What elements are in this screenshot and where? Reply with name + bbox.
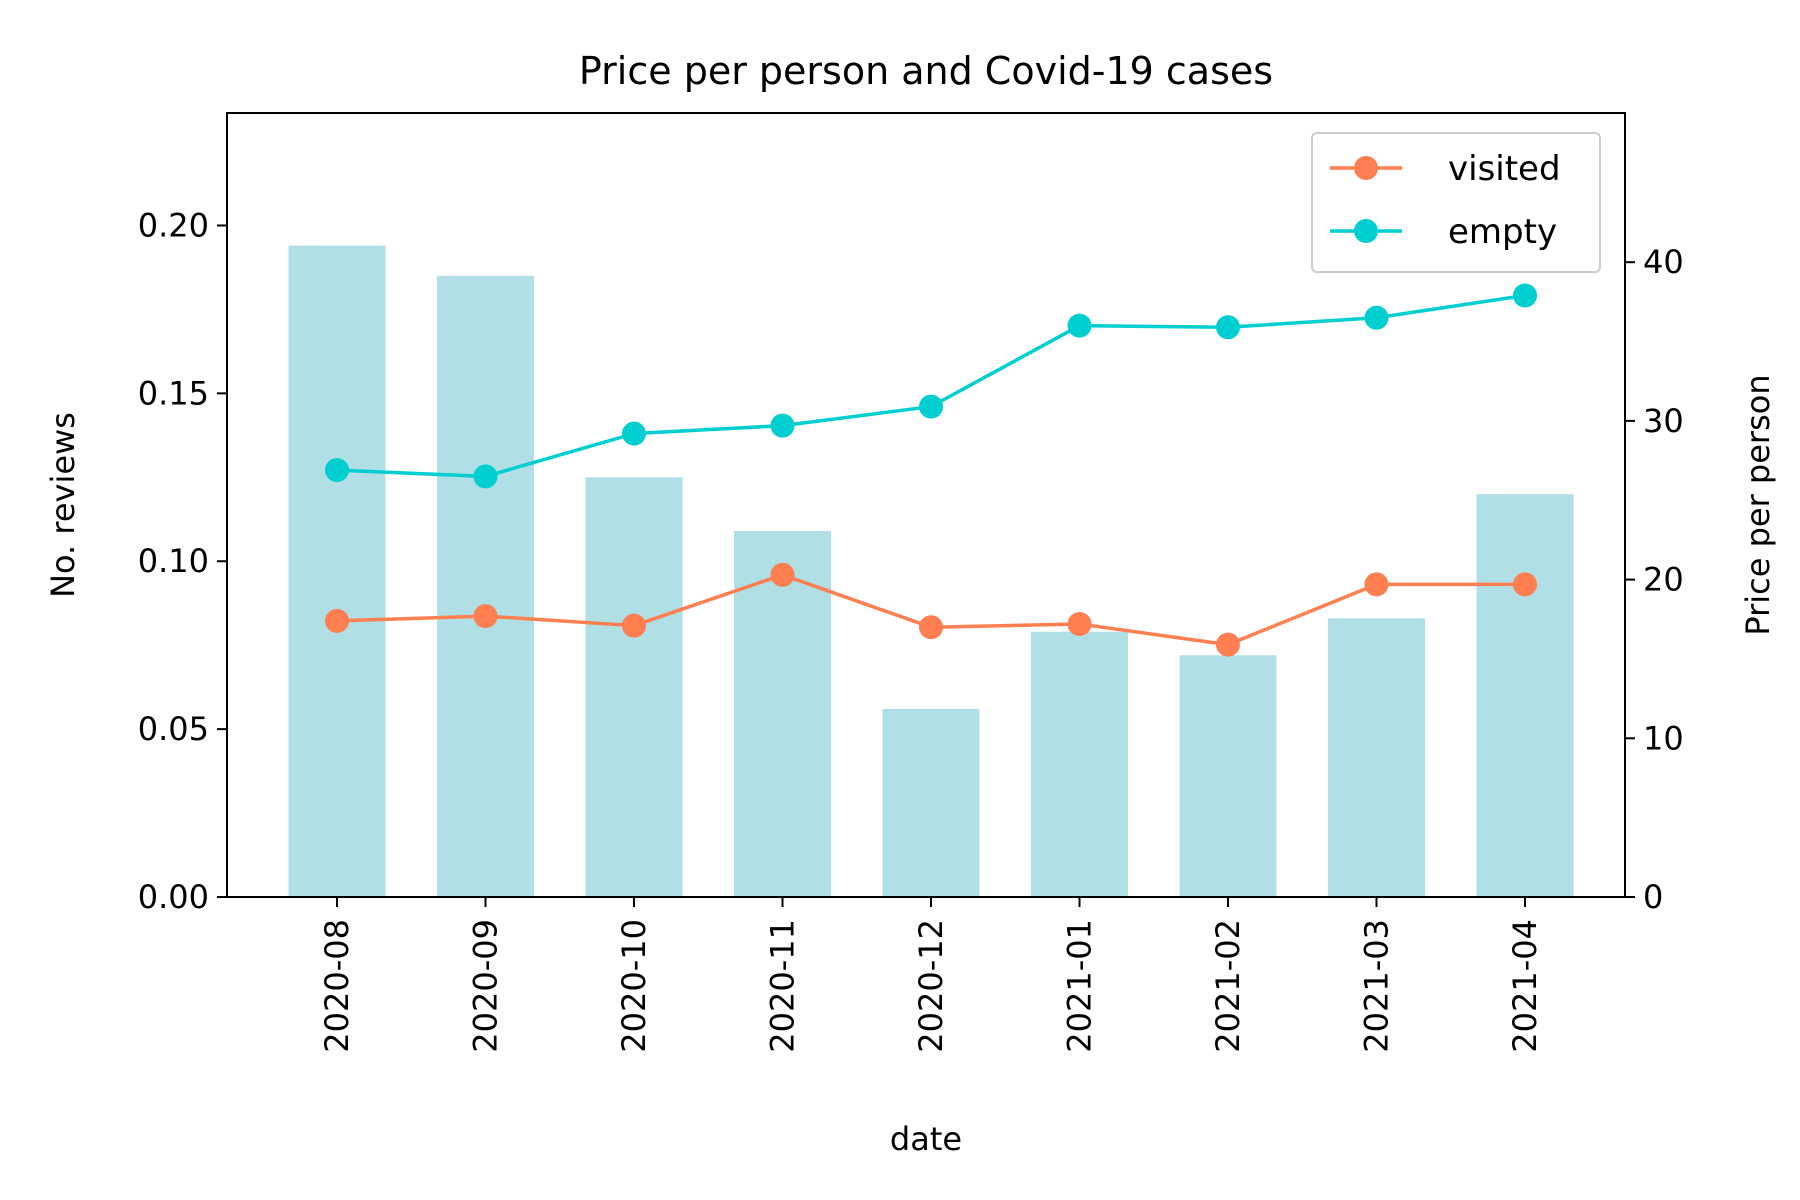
bar-2020-11 xyxy=(734,531,831,897)
x-tick-label: 2021-04 xyxy=(1506,919,1544,1053)
point-visited-2020-08 xyxy=(325,608,349,633)
bars-layer xyxy=(288,245,1574,898)
point-visited-2020-10 xyxy=(622,613,646,638)
y2-tick-label: 20 xyxy=(1643,561,1684,599)
point-empty-2020-11 xyxy=(770,413,795,438)
bar-2020-08 xyxy=(288,245,386,898)
point-visited-2021-03 xyxy=(1364,572,1389,597)
point-visited-2021-04 xyxy=(1513,572,1537,597)
y2-axis-label: Price per person xyxy=(1739,374,1777,635)
point-visited-2020-12 xyxy=(919,615,943,640)
point-empty-2021-04 xyxy=(1513,283,1537,308)
y2-tick-label: 40 xyxy=(1643,243,1684,281)
x-tick-label: 2021-01 xyxy=(1061,919,1099,1053)
plot-frame xyxy=(226,112,1626,898)
x-tick-label: 2021-03 xyxy=(1358,919,1396,1053)
point-empty-2020-08 xyxy=(325,458,349,483)
y-tick-label: 0.10 xyxy=(138,542,209,580)
y-tick-label: 0.05 xyxy=(138,710,209,748)
y-tick-label: 0.15 xyxy=(138,374,209,412)
y2-tick-label: 0 xyxy=(1643,878,1663,916)
bar-2021-02 xyxy=(1179,655,1277,897)
y-tick-label: 0.00 xyxy=(138,878,209,916)
x-axis-label: date xyxy=(890,1120,962,1158)
bar-2020-09 xyxy=(437,275,534,897)
x-tick-label: 2020-12 xyxy=(912,919,950,1053)
ticks-layer: 0.00 0.05 0.10 0.15 0.20 0 10 20 30 40 2020-08 2020… xyxy=(138,206,1684,1052)
legend-visited-marker xyxy=(1354,156,1378,180)
point-empty-2021-01 xyxy=(1067,313,1092,338)
bar-2021-03 xyxy=(1328,618,1425,897)
bar-2020-12 xyxy=(882,708,980,897)
y-axis-label: No. reviews xyxy=(44,412,82,598)
x-tick-label: 2021-02 xyxy=(1209,919,1247,1053)
point-empty-2021-03 xyxy=(1364,305,1389,330)
x-tick-label: 2020-10 xyxy=(615,919,653,1053)
point-empty-2021-02 xyxy=(1216,315,1240,340)
legend-visited-label: visited xyxy=(1448,149,1561,189)
point-visited-2021-02 xyxy=(1216,632,1240,657)
legend-empty-label: empty xyxy=(1448,212,1557,252)
bar-2020-10 xyxy=(585,477,683,897)
chart-title: Price per person and Covid-19 cases xyxy=(579,49,1273,93)
legend-empty-marker xyxy=(1354,219,1378,243)
point-empty-2020-10 xyxy=(622,421,646,446)
x-tick-label: 2020-09 xyxy=(467,919,505,1053)
point-visited-2021-01 xyxy=(1067,612,1092,637)
point-visited-2020-11 xyxy=(770,562,795,587)
point-empty-2020-12 xyxy=(919,394,943,419)
bar-2021-04 xyxy=(1476,494,1574,897)
y-tick-label: 0.20 xyxy=(138,206,209,244)
y2-tick-label: 30 xyxy=(1643,402,1684,440)
legend: visited empty xyxy=(1311,132,1601,273)
y2-tick-label: 10 xyxy=(1643,719,1684,757)
x-tick-label: 2020-11 xyxy=(764,919,802,1053)
point-visited-2020-09 xyxy=(473,604,498,629)
bar-2021-01 xyxy=(1031,631,1128,897)
point-empty-2020-09 xyxy=(473,464,498,489)
lines-layer xyxy=(325,283,1537,657)
x-tick-label: 2020-08 xyxy=(318,919,356,1053)
